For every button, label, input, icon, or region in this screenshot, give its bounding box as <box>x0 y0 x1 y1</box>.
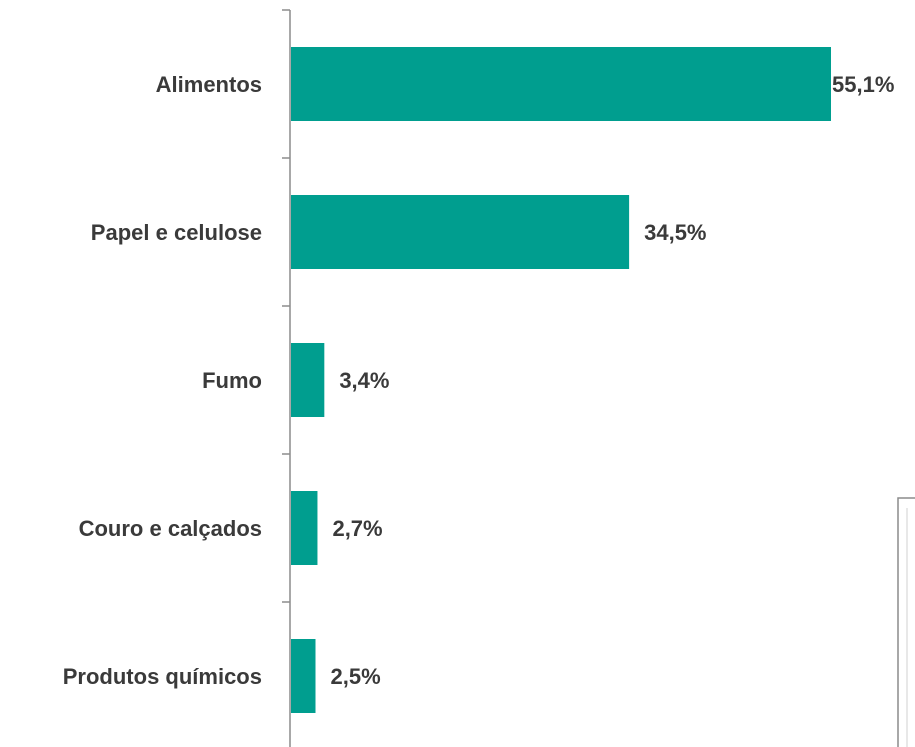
category-label: Papel e celulose <box>91 220 262 245</box>
category-label: Alimentos <box>156 72 262 97</box>
value-label: 55,1% <box>832 72 894 97</box>
category-axis <box>282 9 291 747</box>
bars <box>291 47 831 713</box>
category-labels: Alimentos Papel e celulose Fumo Couro e cal… <box>63 72 262 689</box>
value-label: 2,5% <box>331 664 381 689</box>
value-labels: 55,1% 34,5% 3,4% 2,7% 2,5% <box>331 72 895 689</box>
bar <box>291 491 318 565</box>
category-label: Fumo <box>202 368 262 393</box>
bar <box>291 195 630 269</box>
value-label: 2,7% <box>332 516 382 541</box>
bar <box>291 639 316 713</box>
bar <box>291 343 325 417</box>
bar <box>291 47 831 121</box>
category-label: Produtos químicos <box>63 664 262 689</box>
value-label: 3,4% <box>339 368 389 393</box>
value-label: 34,5% <box>644 220 706 245</box>
category-label: Couro e calçados <box>79 516 262 541</box>
